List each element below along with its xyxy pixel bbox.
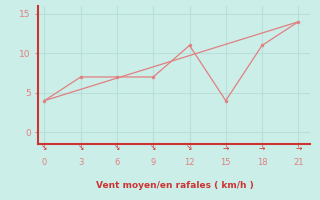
Text: ↘: ↘ xyxy=(77,143,84,152)
X-axis label: Vent moyen/en rafales ( km/h ): Vent moyen/en rafales ( km/h ) xyxy=(96,181,253,190)
Text: ↘: ↘ xyxy=(186,143,193,152)
Text: ↘: ↘ xyxy=(150,143,156,152)
Text: →: → xyxy=(259,143,265,152)
Text: →: → xyxy=(223,143,229,152)
Text: →: → xyxy=(295,143,301,152)
Text: ↘: ↘ xyxy=(114,143,120,152)
Text: ↘: ↘ xyxy=(41,143,48,152)
